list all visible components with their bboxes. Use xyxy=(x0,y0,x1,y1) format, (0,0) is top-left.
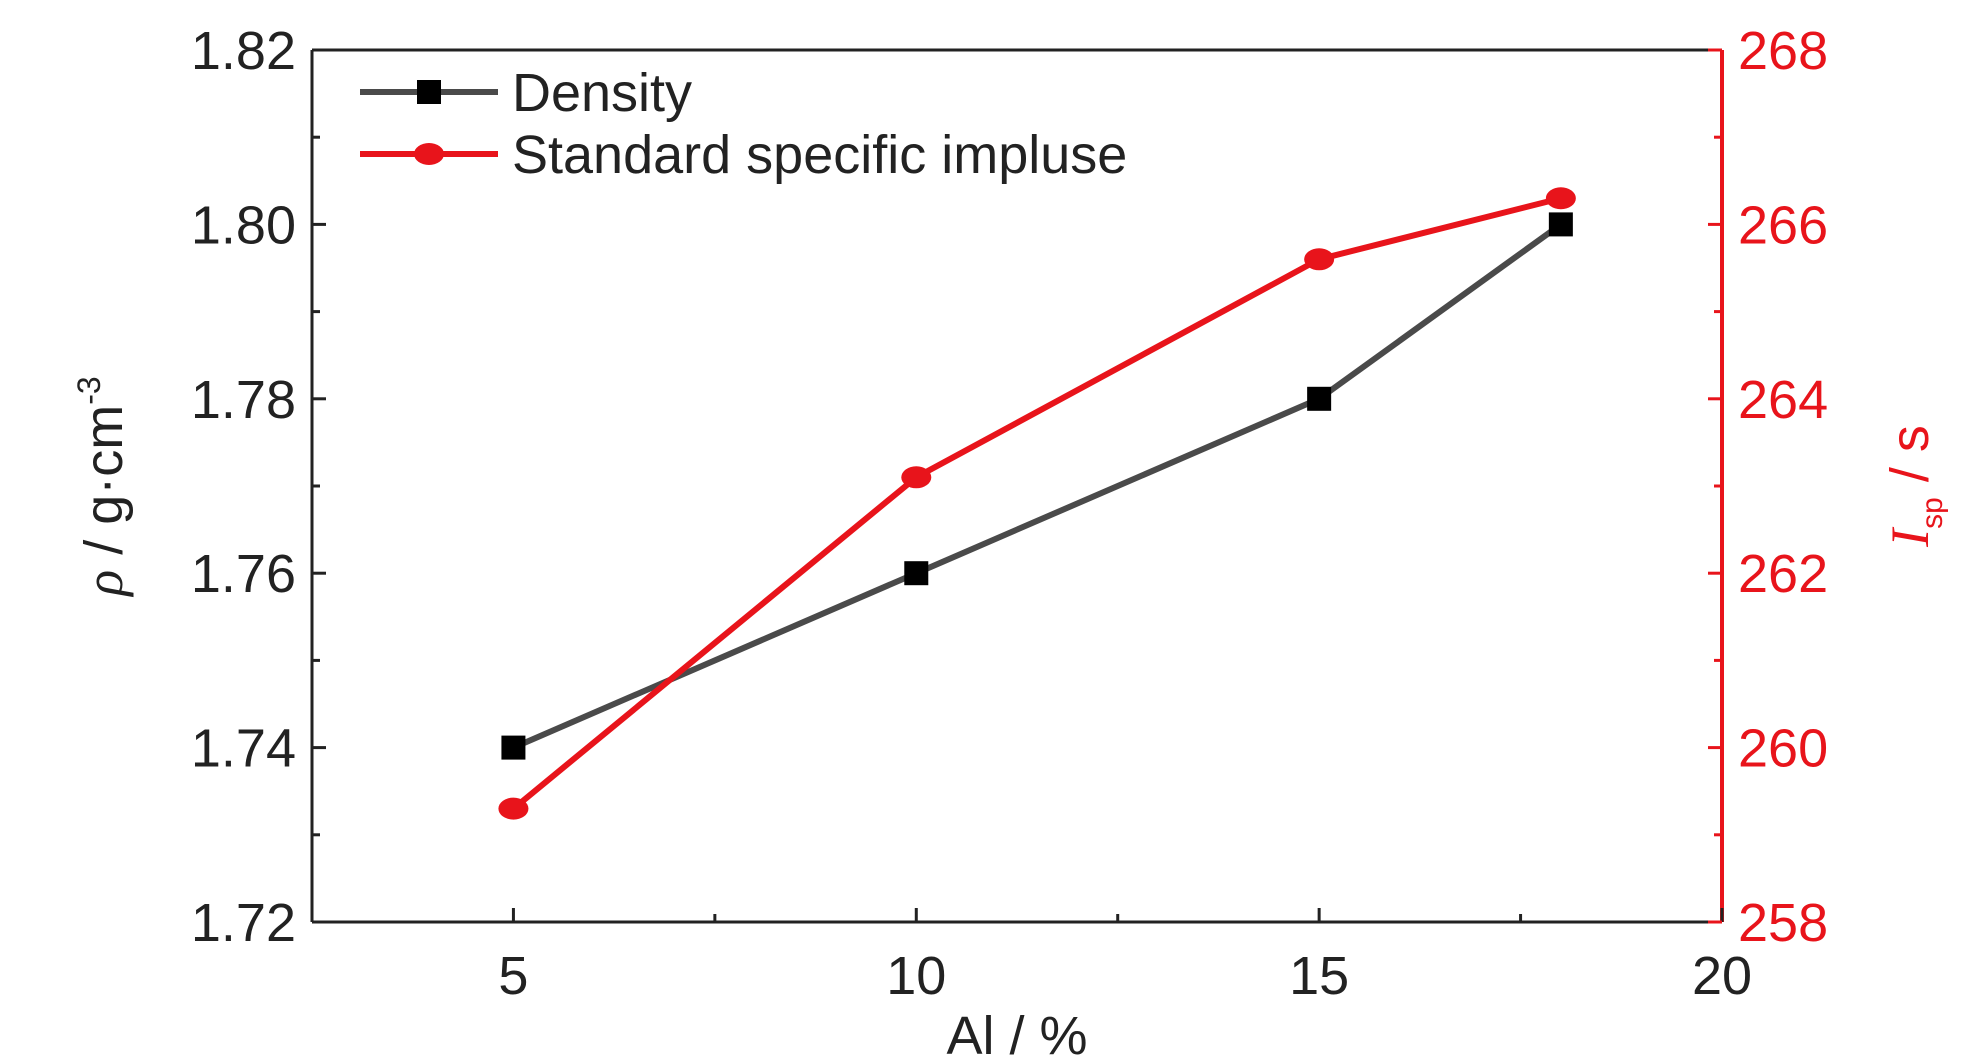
right-y-axis-subscript: sp xyxy=(1916,497,1949,529)
series-line xyxy=(511,195,1562,811)
left-y-tick-label: 1.72 xyxy=(191,893,296,953)
x-tick-label: 10 xyxy=(886,946,946,1006)
left-y-tick-label: 1.80 xyxy=(191,195,296,255)
x-tick-label: 20 xyxy=(1692,946,1752,1006)
left-y-tick-label: 1.82 xyxy=(191,21,296,81)
data-point xyxy=(1307,386,1332,411)
right-y-tick-label: 264 xyxy=(1738,370,1828,430)
left-y-tick-label: 1.76 xyxy=(191,544,296,604)
axes: 5 10 15 20 1.72 1.74 1.76 1.78 1.80 1.82 258 260 262… xyxy=(71,21,1949,1063)
legend-entry: Standard specific impluse xyxy=(360,125,1127,185)
x-axis-title: Al / % xyxy=(946,1006,1087,1063)
right-y-axis-unit: / s xyxy=(1880,425,1940,497)
data-point xyxy=(904,561,929,586)
right-y-tick-label: 262 xyxy=(1738,544,1828,604)
series-layer xyxy=(498,187,1576,820)
left-y-tick-label: 1.78 xyxy=(191,370,296,430)
right-y-axis-title: Isp / s xyxy=(1880,425,1949,548)
legend-marker xyxy=(414,143,444,165)
x-tick-label: 5 xyxy=(498,946,528,1006)
right-y-tick-label: 258 xyxy=(1738,893,1828,953)
right-y-axis-symbol: I xyxy=(1880,526,1940,548)
left-y-tick-label: 1.74 xyxy=(191,719,296,779)
legend-marker xyxy=(417,80,441,104)
data-point xyxy=(1304,248,1335,271)
left-y-axis-unit: / g·cm xyxy=(74,405,134,570)
left-y-axis-symbol: ρ xyxy=(74,570,134,598)
data-point xyxy=(1548,212,1573,237)
data-point xyxy=(1545,187,1576,210)
left-y-axis-superscript: -3 xyxy=(71,376,107,404)
left-y-axis-title: ρ / g·cm-3 xyxy=(71,376,134,597)
right-y-tick-label: 268 xyxy=(1738,21,1828,81)
legend-label: Density xyxy=(512,63,692,123)
series-1 xyxy=(498,187,1576,820)
right-y-tick-label: 266 xyxy=(1738,195,1828,255)
series-0 xyxy=(501,212,1573,760)
data-point xyxy=(501,735,526,760)
legend-label: Standard specific impluse xyxy=(512,125,1127,185)
x-tick-label: 15 xyxy=(1289,946,1349,1006)
data-point xyxy=(498,797,529,820)
series-line xyxy=(512,221,1563,751)
right-y-tick-label: 260 xyxy=(1738,719,1828,779)
legend-entry: Density xyxy=(360,63,692,123)
data-point xyxy=(901,466,932,489)
